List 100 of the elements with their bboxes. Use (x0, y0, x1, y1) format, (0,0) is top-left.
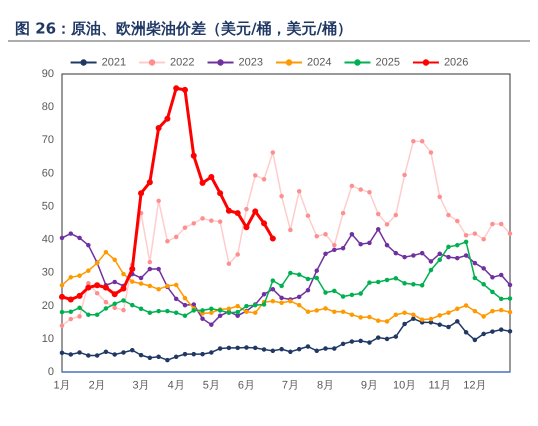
y-tick-label: 30 (42, 266, 54, 279)
point (60, 323, 64, 328)
point (68, 352, 74, 357)
point (270, 286, 276, 292)
point (481, 282, 486, 287)
point (340, 294, 346, 299)
point (340, 210, 346, 216)
point (121, 308, 126, 312)
point (490, 308, 495, 314)
point (86, 312, 91, 317)
point (508, 296, 512, 301)
point (508, 231, 512, 236)
y-tick-label: 90 (42, 68, 54, 80)
x-tick-label: 2月 (88, 380, 106, 392)
point (384, 242, 390, 248)
point (446, 254, 451, 260)
point (121, 298, 126, 303)
point (306, 288, 310, 292)
point (472, 231, 478, 236)
point (77, 236, 82, 240)
point (384, 319, 390, 324)
x-tick-label: 10月 (392, 380, 416, 392)
point (218, 313, 222, 318)
point (428, 259, 434, 264)
point (358, 315, 363, 320)
point (376, 318, 380, 323)
point (296, 188, 302, 194)
point (77, 314, 82, 319)
point (243, 224, 250, 230)
point (253, 346, 258, 350)
point (261, 220, 268, 226)
point (446, 244, 451, 250)
point (490, 329, 495, 334)
point (472, 260, 478, 266)
point (314, 268, 319, 273)
point (146, 179, 153, 186)
point (498, 222, 504, 226)
legend-label: 2025 (375, 56, 400, 68)
point (244, 206, 249, 212)
point (376, 280, 380, 284)
point (182, 225, 188, 230)
point (376, 227, 380, 232)
point (104, 250, 108, 254)
point (358, 242, 363, 246)
point (279, 346, 284, 352)
point (306, 309, 310, 314)
y-tick-label: 70 (42, 134, 54, 146)
point (411, 138, 416, 144)
point (394, 276, 398, 281)
point (252, 208, 258, 214)
point (384, 278, 390, 282)
point (428, 268, 434, 272)
point (323, 290, 328, 295)
point (314, 348, 319, 354)
point (218, 219, 222, 224)
point (60, 283, 64, 288)
point (437, 252, 442, 256)
point (182, 86, 188, 93)
point (455, 306, 460, 312)
point (77, 350, 82, 355)
point (94, 290, 100, 296)
point (208, 174, 214, 180)
point (437, 313, 442, 318)
point (402, 310, 407, 315)
point (173, 85, 180, 92)
point (376, 335, 380, 340)
point (148, 284, 152, 288)
point (314, 234, 319, 238)
point (306, 344, 310, 349)
point (182, 313, 188, 318)
point (156, 124, 162, 131)
point (262, 177, 266, 182)
point (270, 236, 276, 242)
x-tick-label: 1月 (53, 380, 71, 392)
point (86, 353, 91, 358)
point (367, 240, 372, 246)
x-tick-label: 12月 (463, 380, 486, 392)
point (340, 246, 346, 250)
point (464, 240, 468, 244)
point (226, 208, 232, 214)
point (235, 313, 240, 318)
point (253, 310, 258, 315)
point (262, 347, 266, 352)
point (437, 258, 442, 262)
point (68, 275, 74, 280)
x-tick-label: 7月 (282, 380, 299, 392)
point (288, 228, 293, 232)
point (411, 253, 416, 258)
point (148, 356, 152, 360)
point (104, 306, 108, 311)
point (367, 340, 372, 345)
point (217, 190, 224, 196)
point (306, 276, 310, 282)
point (68, 309, 74, 314)
point (112, 258, 117, 262)
point (314, 276, 319, 280)
point (174, 354, 178, 360)
x-tick-label: 4月 (168, 380, 185, 392)
point (376, 212, 380, 216)
point (120, 286, 126, 292)
